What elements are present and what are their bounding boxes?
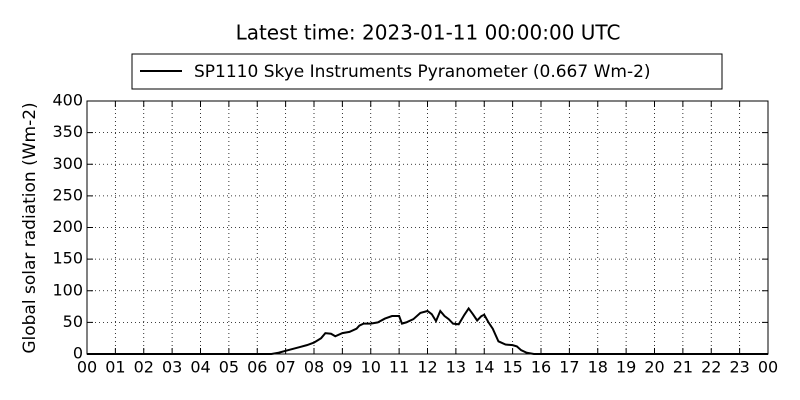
- x-tick-label: 02: [134, 358, 154, 377]
- y-tick-label: 150: [52, 249, 83, 268]
- series-line: [87, 306, 768, 355]
- x-tick-label: 03: [162, 358, 182, 377]
- y-tick-label: 300: [52, 154, 83, 173]
- x-tick-label: 23: [729, 358, 749, 377]
- x-tick-label: 11: [389, 358, 409, 377]
- legend-box: [131, 53, 723, 90]
- x-tick-label: 00: [77, 358, 97, 377]
- chart-title: Latest time: 2023-01-11 00:00:00 UTC: [236, 21, 621, 45]
- x-tick-label: 04: [190, 358, 210, 377]
- x-tick-label: 00: [758, 358, 778, 377]
- x-tick-label: 22: [701, 358, 721, 377]
- x-tick-label: 01: [105, 358, 125, 377]
- y-tick-label: 400: [52, 91, 83, 110]
- x-tick-label: 17: [559, 358, 579, 377]
- x-tick-label: 21: [673, 358, 693, 377]
- x-tick-label: 19: [616, 358, 636, 377]
- x-tick-label: 08: [304, 358, 324, 377]
- x-tick-label: 15: [502, 358, 522, 377]
- x-tick-label: 14: [474, 358, 494, 377]
- x-tick-label: 13: [446, 358, 466, 377]
- plot-frame: [86, 100, 769, 355]
- x-tick-label: 18: [588, 358, 608, 377]
- y-tick-label: 250: [52, 185, 83, 204]
- y-tick-label: 200: [52, 217, 83, 236]
- x-tick-label: 06: [247, 358, 267, 377]
- y-tick-label: 0: [73, 344, 83, 363]
- x-tick-label: 16: [531, 358, 551, 377]
- x-tick-label: 20: [644, 358, 664, 377]
- y-tick-label: 350: [52, 122, 83, 141]
- legend-label: SP1110 Skye Instruments Pyranometer (0.6…: [194, 62, 651, 82]
- x-tick-label: 10: [361, 358, 381, 377]
- y-tick-label: 50: [63, 312, 83, 331]
- y-tick-label: 100: [52, 280, 83, 299]
- x-tick-label: 05: [219, 358, 239, 377]
- y-axis-label: Global solar radiation (Wm-2): [20, 102, 40, 353]
- x-tick-label: 12: [417, 358, 437, 377]
- x-tick-label: 07: [275, 358, 295, 377]
- x-tick-label: 09: [332, 358, 352, 377]
